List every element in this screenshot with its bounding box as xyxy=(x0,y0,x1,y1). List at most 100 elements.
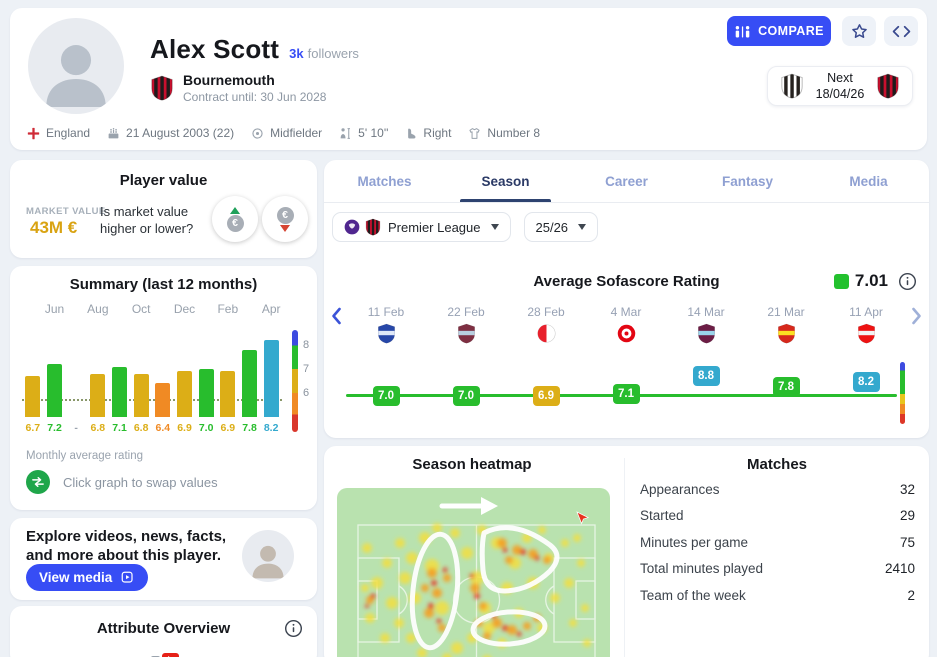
bournemouth-crest-icon xyxy=(150,75,174,101)
embed-code-icon xyxy=(892,25,910,37)
tab-matches[interactable]: Matches xyxy=(324,160,445,202)
tab-label: Fantasy xyxy=(721,173,774,189)
player-value-card: Player value MARKET VALUE 43M € Is marke… xyxy=(10,160,317,258)
month-label: Oct xyxy=(131,302,151,316)
carousel-prev-button[interactable] xyxy=(330,307,343,330)
embed-button[interactable] xyxy=(884,16,918,46)
bournemouth-crest-icon xyxy=(876,73,900,99)
tab-season[interactable]: Season xyxy=(445,160,566,202)
favorite-star-button[interactable] xyxy=(842,16,876,46)
tab-media[interactable]: Media xyxy=(808,160,929,202)
month-label xyxy=(22,302,44,316)
carousel-next-button[interactable] xyxy=(910,307,923,330)
rating-bar[interactable] xyxy=(220,371,236,417)
carousel-match[interactable]: 14 Mar xyxy=(666,305,746,349)
stat-row: Total minutes played 2410 xyxy=(640,556,915,583)
monthly-rating-chart[interactable]: Jun Aug Oct Dec Feb Apr 6.7 7.2-6.8 7.1 6.8 6.4 6.… xyxy=(22,302,312,442)
cursor-icon xyxy=(576,511,590,525)
carousel-match[interactable]: 21 Mar xyxy=(746,305,826,349)
next-match-chip[interactable]: Next 18/04/26 xyxy=(767,66,913,106)
rating-bar[interactable] xyxy=(133,373,149,417)
media-gallery-icon xyxy=(121,571,133,583)
carousel-match[interactable]: 28 Feb xyxy=(506,305,586,349)
birthday-cake-icon xyxy=(107,127,120,140)
month-label: Dec xyxy=(173,302,196,316)
rating-bars xyxy=(22,332,282,417)
england-flag-icon xyxy=(27,127,40,140)
player-name: Alex Scott xyxy=(150,34,280,64)
player-photo xyxy=(28,18,124,114)
player-name-row: Alex Scott 3k followers xyxy=(150,34,359,65)
vote-lower-button[interactable]: € xyxy=(262,196,308,242)
scale-tick-label: 6 xyxy=(303,387,310,399)
rating-bar[interactable] xyxy=(47,364,62,417)
chevron-down-icon xyxy=(490,224,499,230)
market-value-label: MARKET VALUE xyxy=(26,206,106,217)
premier-league-logo-icon xyxy=(344,218,360,236)
tab-fantasy[interactable]: Fantasy xyxy=(687,160,808,202)
rating-color-square xyxy=(833,273,849,289)
carousel-items: 11 Feb 22 Feb 28 Feb 4 Mar 14 Mar 21 Mar 11 Ap… xyxy=(346,305,906,349)
league-select[interactable]: Premier League xyxy=(332,212,511,242)
match-date: 4 Mar xyxy=(610,305,642,319)
newcastle-crest-icon xyxy=(780,73,804,99)
info-icon[interactable] xyxy=(284,619,303,643)
rating-bar[interactable] xyxy=(263,340,279,417)
market-value: 43M € xyxy=(30,218,78,237)
attribute-overview-card: Attribute Overview xyxy=(10,606,317,657)
heatmap-matches-card: Season heatmap Matches xyxy=(324,446,929,657)
player-fact: Midfielder xyxy=(251,126,322,140)
stat-row: Minutes per game 75 xyxy=(640,529,915,556)
fact-label: England xyxy=(46,126,91,140)
vote-higher-button[interactable]: € xyxy=(212,196,258,242)
manchester-united-crest-icon xyxy=(777,323,796,344)
carousel-match[interactable]: 11 Apr xyxy=(826,305,906,349)
tab-career[interactable]: Career xyxy=(566,160,687,202)
filters-row: Premier League 25/26 xyxy=(332,212,599,242)
match-date: 14 Mar xyxy=(687,305,725,319)
rating-badge: 6.9 xyxy=(532,385,560,406)
match-date: 11 Feb xyxy=(367,305,405,319)
season-label: 25/26 xyxy=(535,219,569,235)
month-labels: Jun Aug Oct Dec Feb Apr xyxy=(22,302,282,316)
view-media-button[interactable]: View media xyxy=(26,564,149,591)
rating-bar[interactable] xyxy=(90,373,106,417)
season-select[interactable]: 25/26 xyxy=(523,212,599,242)
rating-bar[interactable] xyxy=(112,366,127,417)
foot-icon xyxy=(405,127,417,140)
team-row[interactable]: Bournemouth Contract until: 30 Jun 2028 xyxy=(150,72,326,104)
average-rating-title: Average Sofascore Rating xyxy=(533,273,720,290)
carousel-match[interactable]: 4 Mar xyxy=(586,305,666,349)
bar-value-label: 6.4 xyxy=(155,422,171,434)
player-value-title: Player value xyxy=(119,172,208,189)
player-fact: Number 8 xyxy=(468,126,540,140)
heatmap-pitch-graphic xyxy=(357,497,596,657)
rating-bar[interactable] xyxy=(155,383,171,417)
carousel-match[interactable]: 22 Feb xyxy=(426,305,506,349)
bar-value-label: 6.8 xyxy=(90,422,106,434)
contract-text: Contract until: 30 Jun 2028 xyxy=(183,90,327,104)
rating-bar[interactable] xyxy=(198,369,214,417)
match-date: 22 Feb xyxy=(447,305,485,319)
team-name: Bournemouth xyxy=(183,72,275,88)
next-label: Next xyxy=(827,70,853,85)
tab-label: Matches xyxy=(357,173,412,189)
rating-bar[interactable] xyxy=(25,376,41,417)
active-tab-underline xyxy=(459,199,552,202)
rating-bar[interactable] xyxy=(177,371,193,417)
person-silhouette-icon xyxy=(46,45,106,107)
compare-button[interactable]: COMPARE xyxy=(727,16,831,46)
up-arrow-icon xyxy=(230,206,240,214)
rating-bar[interactable] xyxy=(242,349,258,417)
info-icon[interactable] xyxy=(898,272,917,291)
bar-value-label: 6.7 xyxy=(25,422,41,434)
stat-value: 32 xyxy=(899,481,915,497)
league-label: Premier League xyxy=(388,219,481,235)
market-value-question: Is market value higher or lower? xyxy=(100,204,194,236)
match-date: 11 Apr xyxy=(849,305,883,319)
player-fact: Right xyxy=(405,126,451,140)
league-crest-icons xyxy=(344,218,381,236)
rating-value-labels: 6.7 7.2-6.8 7.1 6.8 6.4 6.9 7.0 6.9 7.8 8.2 xyxy=(22,422,282,434)
carousel-match[interactable]: 11 Feb xyxy=(346,305,426,349)
month-label: Aug xyxy=(87,302,109,316)
